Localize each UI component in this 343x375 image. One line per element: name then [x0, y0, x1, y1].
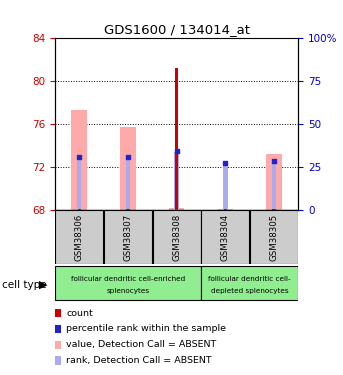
- Text: GSM38307: GSM38307: [123, 214, 132, 261]
- Bar: [55, 210, 103, 264]
- Bar: [217, 209, 233, 210]
- Title: GDS1600 / 134014_at: GDS1600 / 134014_at: [104, 23, 250, 36]
- Bar: [126, 209, 130, 210]
- Text: splenocytes: splenocytes: [106, 288, 150, 294]
- Text: follicular dendritic cell-: follicular dendritic cell-: [209, 276, 291, 282]
- Bar: [272, 209, 276, 210]
- Bar: [201, 210, 249, 264]
- Point: [174, 148, 179, 154]
- Text: follicular dendritic cell-enriched: follicular dendritic cell-enriched: [71, 276, 185, 282]
- Text: depleted splenocytes: depleted splenocytes: [211, 288, 288, 294]
- Text: rank, Detection Call = ABSENT: rank, Detection Call = ABSENT: [66, 356, 212, 365]
- Text: value, Detection Call = ABSENT: value, Detection Call = ABSENT: [66, 340, 216, 349]
- Bar: [104, 210, 152, 264]
- Text: cell type: cell type: [2, 280, 46, 290]
- Text: GSM38305: GSM38305: [270, 214, 279, 261]
- Bar: [126, 157, 130, 210]
- Text: GSM38308: GSM38308: [172, 214, 181, 261]
- Bar: [201, 266, 298, 300]
- Text: ▶: ▶: [39, 280, 47, 290]
- Bar: [55, 266, 201, 300]
- Text: percentile rank within the sample: percentile rank within the sample: [66, 324, 226, 333]
- Bar: [175, 152, 179, 210]
- Point: [125, 154, 131, 160]
- Bar: [266, 154, 282, 210]
- Bar: [153, 210, 201, 264]
- Point: [223, 160, 228, 166]
- Bar: [78, 209, 81, 210]
- Text: count: count: [66, 309, 93, 318]
- Point: [76, 154, 82, 160]
- Bar: [71, 110, 87, 210]
- Bar: [175, 68, 178, 210]
- Bar: [224, 209, 227, 210]
- Point: [271, 159, 277, 165]
- Text: GSM38306: GSM38306: [75, 214, 84, 261]
- Text: GSM38304: GSM38304: [221, 214, 230, 261]
- Bar: [77, 158, 81, 210]
- Bar: [250, 210, 298, 264]
- Bar: [223, 164, 227, 210]
- Bar: [120, 127, 136, 210]
- Bar: [272, 162, 276, 210]
- Bar: [169, 208, 185, 210]
